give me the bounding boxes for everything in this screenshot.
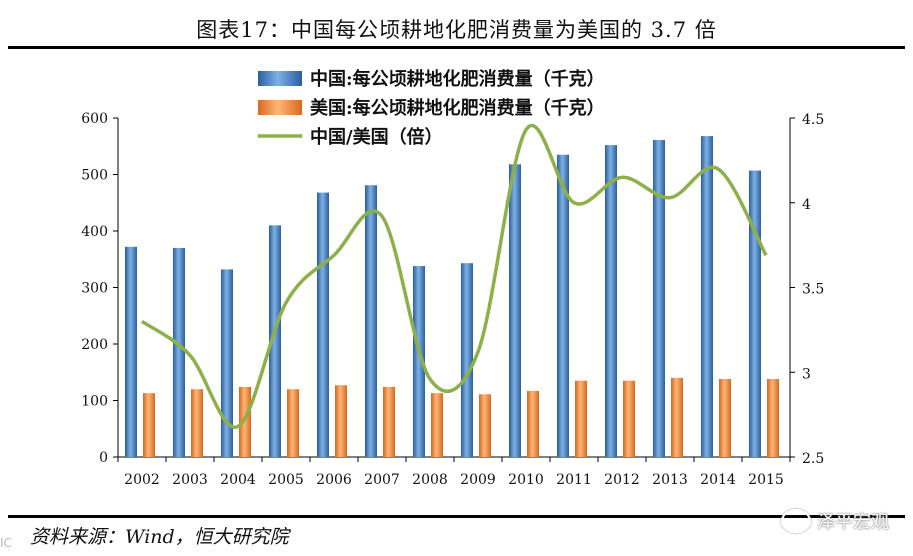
right-tick-label: 2.5 — [802, 451, 824, 467]
right-tick-label: 4 — [802, 197, 811, 213]
x-tick-label: 2015 — [748, 472, 784, 488]
x-tick-label: 2014 — [700, 472, 736, 488]
tick-labels: 0 100 200 300 400 500 600 2.5 3 3.5 4 4.5 2002 2003 20… — [81, 111, 824, 488]
left-tick-label: 600 — [81, 111, 108, 127]
x-tick-label: 2012 — [604, 472, 640, 488]
x-tick-label: 2010 — [508, 472, 544, 488]
right-tick-label: 4.5 — [802, 112, 824, 128]
x-tick-label: 2004 — [220, 472, 256, 488]
china-bar — [173, 247, 185, 457]
legend-label: 中国:每公顷耕地化肥消费量（千克） — [310, 68, 605, 90]
us-bar — [767, 379, 779, 457]
right-tick-label: 3 — [802, 366, 811, 382]
x-tick-label: 2002 — [124, 472, 160, 488]
china-bar — [221, 269, 233, 457]
china-bar — [269, 225, 281, 457]
x-tick-label: 2005 — [268, 472, 304, 488]
legend: 中国:每公顷耕地化肥消费量（千克） 美国:每公顷耕地化肥消费量（千克） 中国/美国（… — [258, 68, 605, 148]
top-rule — [8, 46, 905, 49]
x-tick-label: 2003 — [172, 472, 208, 488]
legend-swatch-us — [258, 100, 302, 115]
us-bar — [671, 377, 683, 457]
us-bar — [623, 380, 635, 457]
left-tick-label: 300 — [81, 281, 108, 297]
china-bar — [317, 192, 329, 457]
chart: 0 100 200 300 400 500 600 2.5 3 3.5 4 4.5 2002 2003 20… — [81, 68, 824, 488]
us-bar — [479, 394, 491, 457]
ratio-line-path — [140, 124, 768, 429]
us-bar — [239, 386, 251, 457]
china-bar — [701, 136, 713, 457]
watermark-text: 泽平宏观 — [817, 512, 889, 533]
left-tick-label: 100 — [81, 394, 108, 410]
bars — [125, 136, 779, 458]
china-bar — [653, 140, 665, 457]
left-tick-label: 400 — [81, 224, 108, 240]
x-tick-label: 2011 — [556, 472, 592, 488]
x-tick-label: 2008 — [412, 472, 448, 488]
legend-label: 美国:每公顷耕地化肥消费量（千克） — [310, 97, 605, 119]
left-tick-label: 0 — [99, 450, 108, 466]
ratio-line — [140, 124, 768, 429]
us-bar — [527, 390, 539, 457]
watermark: 泽平宏观 — [781, 508, 889, 534]
us-bar — [719, 379, 731, 457]
us-bar — [335, 385, 347, 457]
bottom-rule — [8, 515, 905, 518]
china-bar — [125, 246, 137, 457]
china-bar — [365, 185, 377, 458]
x-tick-label: 2013 — [652, 472, 688, 488]
us-bar — [575, 380, 587, 457]
china-bar — [749, 170, 761, 458]
china-bar — [509, 164, 521, 457]
axes — [113, 117, 795, 462]
left-tick-label: 200 — [81, 337, 108, 353]
china-bar — [557, 154, 569, 457]
legend-swatch-china — [258, 71, 302, 86]
chart-title: 图表17：中国每公顷耕地化肥消费量为美国的 3.7 倍 — [196, 18, 717, 42]
side-mark: IC — [0, 536, 12, 550]
china-bar — [605, 145, 617, 457]
wechat-icon — [781, 509, 811, 533]
us-bar — [431, 393, 443, 457]
x-tick-label: 2009 — [460, 472, 496, 488]
us-bar — [143, 393, 155, 457]
china-bar — [461, 263, 473, 457]
source-note: 资料来源：Wind，恒大研究院 — [30, 526, 289, 548]
us-bar — [191, 389, 203, 457]
legend-label: 中国/美国（倍） — [310, 126, 443, 148]
x-tick-label: 2006 — [316, 472, 352, 488]
left-tick-label: 500 — [81, 168, 108, 184]
right-tick-label: 3.5 — [802, 282, 824, 298]
china-bar — [413, 266, 425, 457]
us-bar — [287, 389, 299, 457]
x-tick-label: 2007 — [364, 472, 400, 488]
us-bar — [383, 386, 395, 457]
